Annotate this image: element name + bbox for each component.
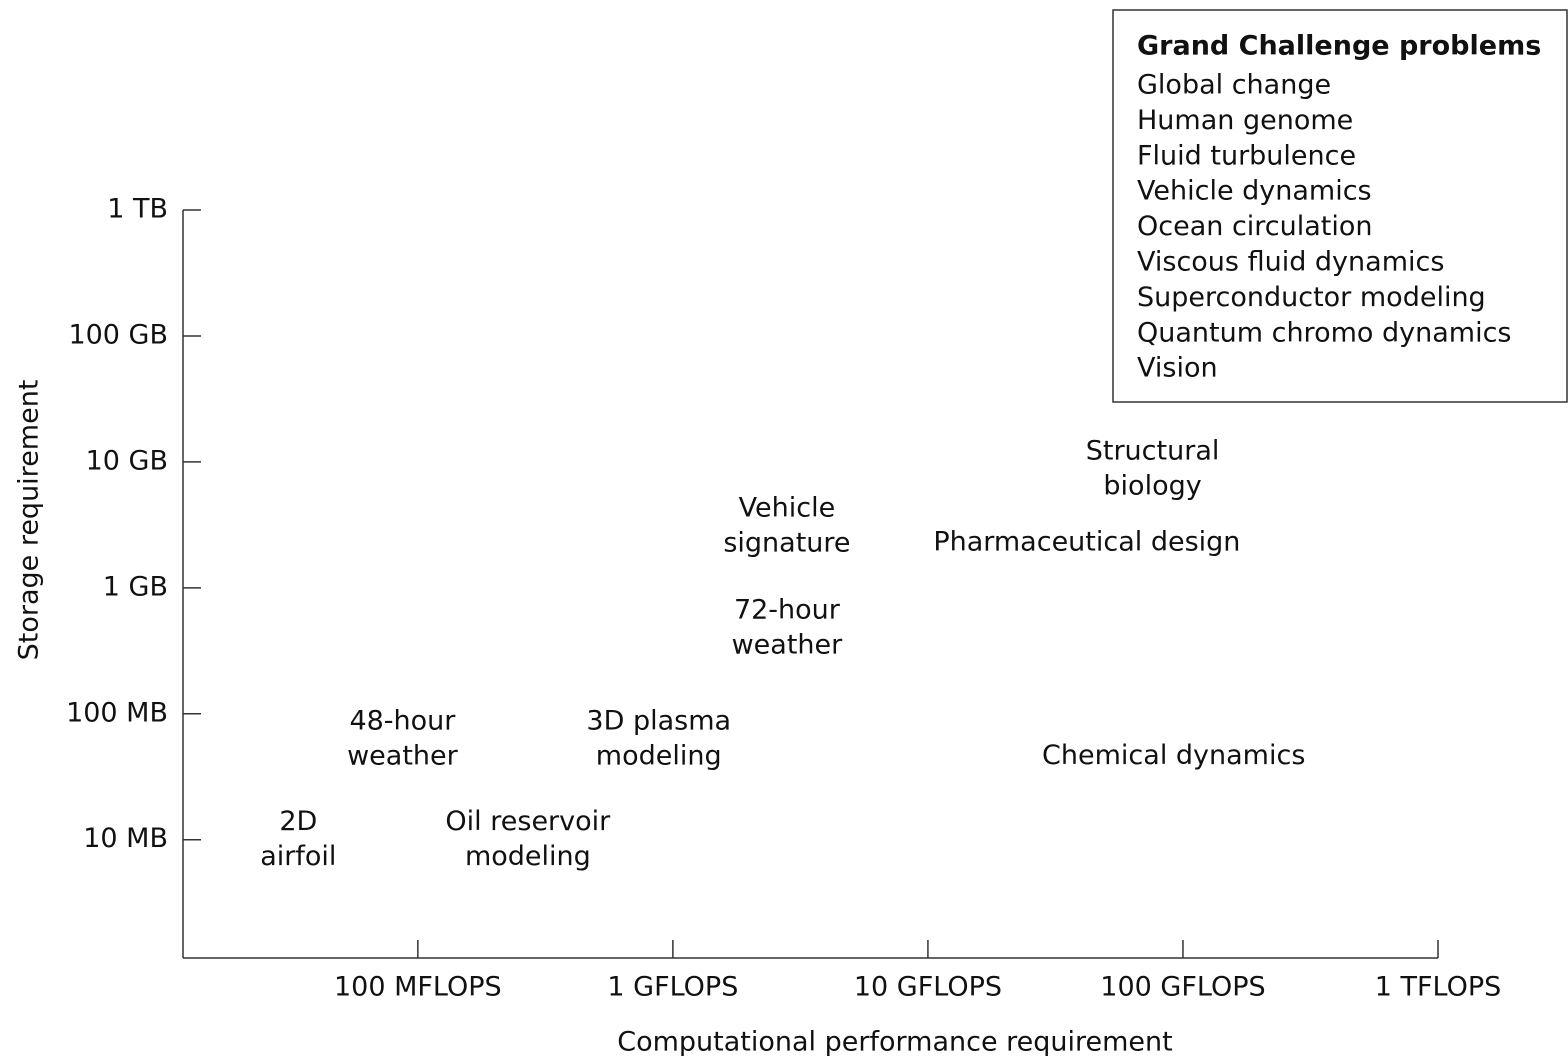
- point-label: 48-hour weather: [347, 705, 459, 771]
- x-tick-label: 1 GFLOPS: [607, 972, 738, 1003]
- x-tick-label: 1 TFLOPS: [1375, 972, 1502, 1003]
- x-tick-label: 100 MFLOPS: [334, 972, 502, 1003]
- point-label: Oil reservoir modeling: [445, 806, 611, 872]
- point-label: Vehicle signature: [723, 492, 850, 558]
- point-label: Chemical dynamics: [1042, 740, 1305, 771]
- point-label-line: modeling: [596, 740, 722, 771]
- legend-title: Grand Challenge problems: [1137, 31, 1541, 62]
- point-label: 72-hour weather: [732, 594, 844, 660]
- y-tick-label: 10 GB: [86, 445, 168, 476]
- point-label-line: signature: [723, 527, 850, 558]
- point-label-line: 72-hour: [734, 594, 841, 625]
- point-label-line: biology: [1103, 470, 1201, 501]
- point-label: Structural biology: [1086, 435, 1220, 501]
- point-label-line: Structural: [1086, 435, 1220, 466]
- point-label-line: modeling: [465, 841, 591, 872]
- legend-item: Fluid turbulence: [1137, 140, 1356, 171]
- point-label: 3D plasma modeling: [586, 705, 731, 771]
- point-label-line: Oil reservoir: [445, 806, 611, 837]
- legend-item: Vehicle dynamics: [1137, 176, 1372, 207]
- y-tick-label: 1 GB: [103, 571, 168, 602]
- point-label-line: 2D: [279, 806, 317, 837]
- point-label: 2D airfoil: [260, 806, 336, 872]
- legend-item: Quantum chromo dynamics: [1137, 317, 1511, 348]
- y-tick-label: 100 MB: [66, 697, 168, 728]
- point-label-line: airfoil: [260, 841, 336, 872]
- point-label: Pharmaceutical design: [933, 526, 1240, 557]
- legend-box: [1112, 9, 1568, 403]
- point-label-line: Pharmaceutical design: [933, 526, 1240, 557]
- y-axis-label: Storage requirement: [14, 380, 45, 661]
- legend-item: Viscous fluid dynamics: [1137, 247, 1444, 278]
- y-tick-label: 100 GB: [68, 319, 168, 350]
- x-axis-label: Computational performance requirement: [617, 1027, 1173, 1058]
- point-label-line: Vehicle: [739, 492, 836, 523]
- point-label-line: 3D plasma: [586, 705, 731, 736]
- point-label-line: weather: [347, 740, 459, 771]
- legend-item: Superconductor modeling: [1137, 282, 1486, 313]
- y-tick-label: 1 TB: [107, 194, 168, 225]
- point-label-line: Chemical dynamics: [1042, 740, 1305, 771]
- x-tick-label: 10 GFLOPS: [854, 972, 1002, 1003]
- legend-item: Ocean circulation: [1137, 211, 1373, 242]
- legend-item: Global change: [1137, 70, 1331, 101]
- legend-item: Vision: [1137, 353, 1218, 384]
- point-label-line: weather: [732, 629, 844, 660]
- y-tick-label: 10 MB: [83, 823, 168, 854]
- legend-item: Human genome: [1137, 105, 1353, 136]
- point-label-line: 48-hour: [349, 705, 456, 736]
- x-tick-label: 100 GFLOPS: [1100, 972, 1265, 1003]
